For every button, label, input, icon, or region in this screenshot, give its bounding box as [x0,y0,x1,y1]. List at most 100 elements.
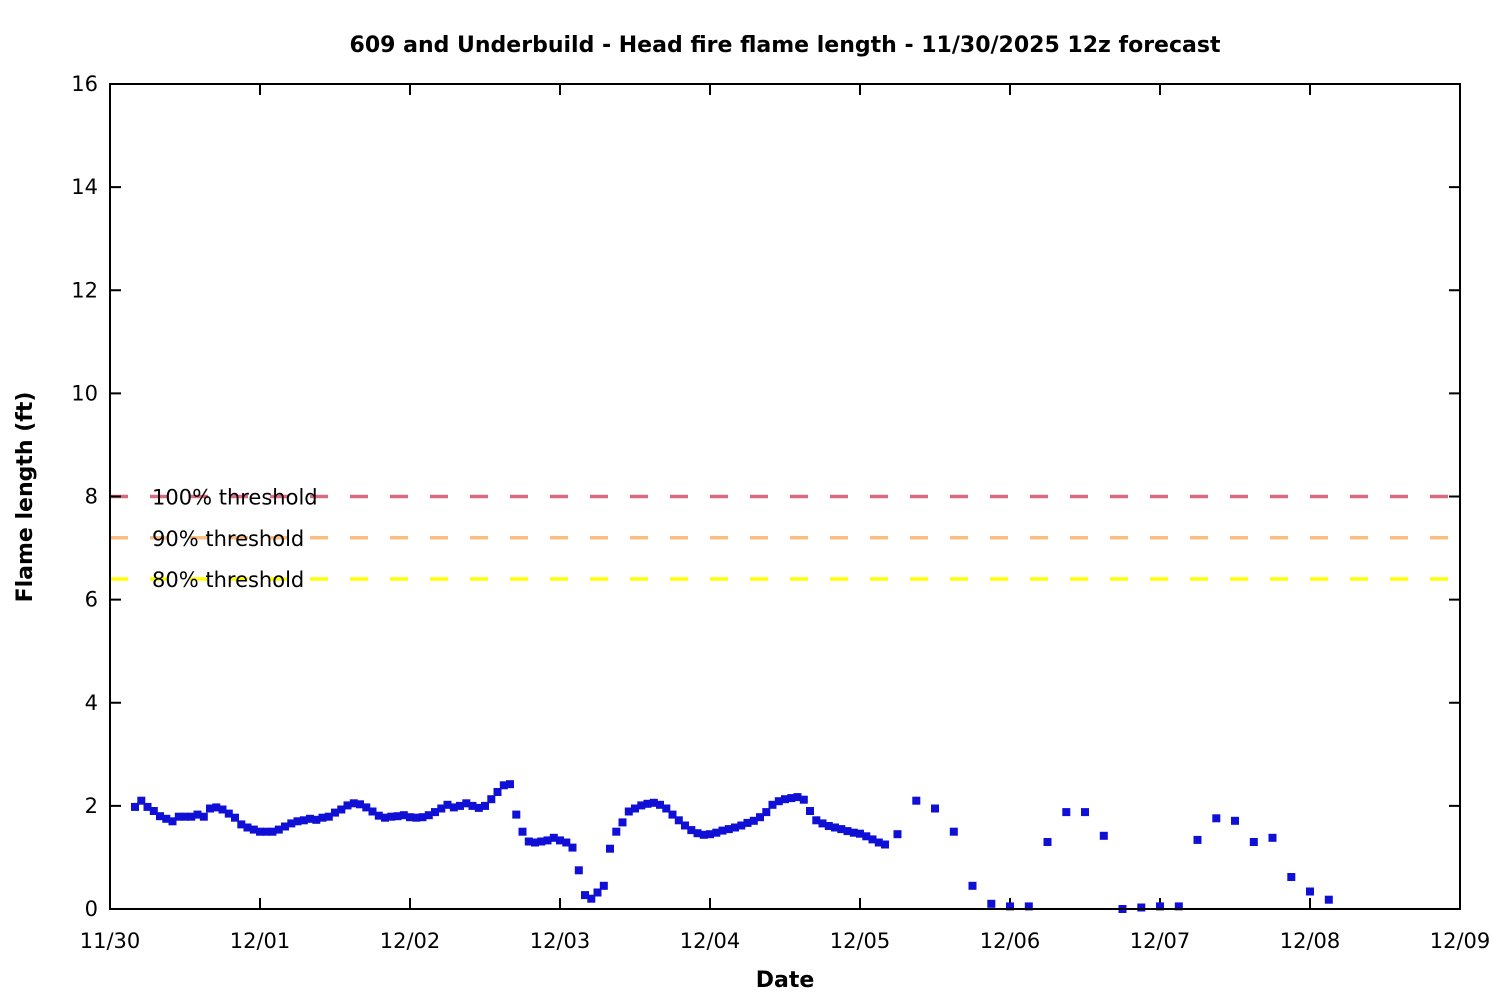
data-point [474,803,483,812]
data-point [674,816,683,825]
data-point [912,796,921,805]
data-point [862,832,871,841]
data-point [212,803,221,812]
data-point [481,801,489,810]
data-point [1306,887,1314,896]
data-point [762,808,771,817]
data-point [1193,835,1202,844]
data-point [199,812,208,821]
data-point [374,811,383,820]
data-point [562,838,571,847]
data-point [493,788,502,796]
data-point [793,793,802,802]
data-point [831,823,839,832]
data-point [1062,808,1071,817]
threshold-label-100: 100% threshold [152,486,318,510]
data-point [606,844,614,853]
data-point [843,827,852,836]
data-point [168,817,177,826]
data-point [1174,902,1183,911]
data-point [1006,902,1014,911]
data-point [506,780,514,789]
data-point [618,818,627,827]
data-point [624,807,633,816]
data-point [406,813,414,822]
data-point [881,840,889,849]
data-point [662,804,671,813]
data-point [1249,838,1258,846]
data-point [137,796,146,805]
data-point [1212,814,1221,823]
threshold-label-80: 80% threshold [152,568,304,592]
data-point [818,819,827,828]
data-point [543,836,552,845]
x-tick-label: 12/03 [530,929,591,953]
data-point [1324,895,1333,904]
data-point [462,799,471,808]
data-point [612,827,621,836]
data-point [237,820,246,829]
y-tick-label: 6 [85,588,98,612]
data-point [574,866,583,875]
flame-length-3hourly-segment [893,796,1333,913]
data-point [312,815,321,824]
data-point [524,837,533,846]
data-point [393,812,402,821]
data-point [699,830,708,839]
y-tick-label: 2 [85,794,98,818]
threshold-label-90: 90% threshold [152,527,304,551]
data-point [856,829,864,838]
data-point [949,827,958,836]
data-point [293,817,302,826]
chart-title: 609 and Underbuild - Head fire flame len… [350,33,1221,58]
y-tick-label: 0 [85,897,98,921]
data-point [162,814,171,823]
data-point [299,816,308,825]
data-point [599,881,608,890]
y-tick-label: 12 [71,278,98,302]
data-point [193,810,202,819]
data-point [774,797,783,806]
data-point [499,781,508,790]
data-point [1156,902,1164,911]
data-point [249,825,258,834]
data-point [549,833,558,842]
x-tick-label: 11/30 [80,929,141,953]
data-point [631,804,639,813]
data-point [812,816,821,825]
data-point [693,829,702,838]
data-point [649,798,658,807]
data-point [681,821,689,830]
data-point [337,805,346,814]
plot-border [109,83,1461,910]
y-tick-label: 14 [71,175,98,199]
data-point [724,825,733,834]
data-point [468,801,477,810]
data-point [181,812,189,821]
y-tick-label: 4 [85,691,98,715]
data-point [749,816,758,825]
data-point [412,813,421,822]
data-point [368,807,377,816]
data-point [387,812,396,821]
data-point [1268,833,1277,842]
data-point [349,799,358,808]
data-point [187,812,196,821]
data-point [1231,816,1239,825]
data-point [731,823,739,832]
data-point [931,804,939,813]
y-tick-label: 16 [71,72,98,96]
x-tick-label: 12/06 [980,929,1041,953]
data-point [718,826,727,835]
data-point [224,809,233,818]
data-point [262,827,271,836]
data-point [668,810,677,819]
data-point [849,828,858,837]
data-point [1043,838,1052,846]
data-point [837,825,846,834]
data-point [593,888,602,897]
data-point [443,800,452,809]
data-point [274,825,283,834]
data-point [356,800,364,809]
data-point [706,830,714,839]
